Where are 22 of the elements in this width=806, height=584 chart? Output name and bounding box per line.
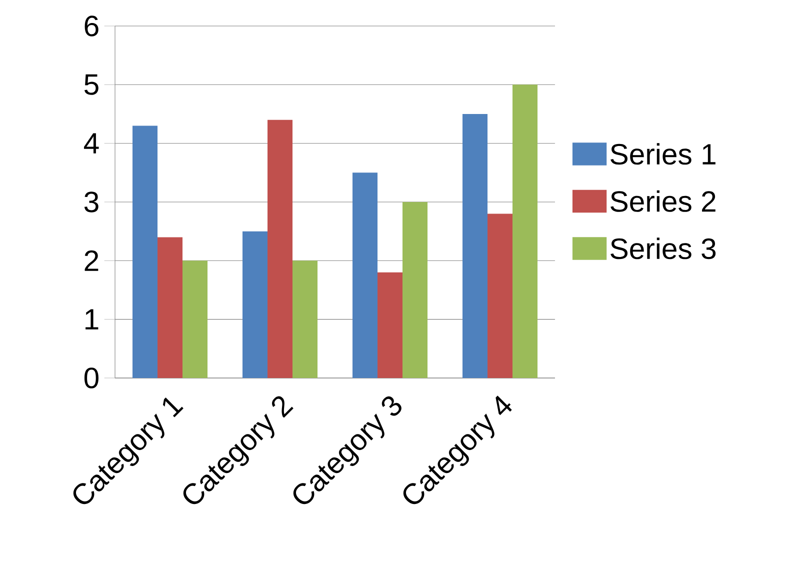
legend-label: Series 2 bbox=[610, 190, 716, 212]
y-tick-label: 0 bbox=[84, 368, 98, 388]
bar bbox=[268, 120, 293, 378]
bar bbox=[242, 231, 268, 378]
y-tick-label: 5 bbox=[84, 74, 98, 95]
bar bbox=[182, 260, 208, 378]
legend-label: Series 3 bbox=[610, 238, 716, 260]
legend-label: Series 1 bbox=[610, 143, 716, 165]
y-tick-label: 6 bbox=[84, 16, 98, 36]
bar bbox=[352, 172, 378, 378]
y-tick-label: 1 bbox=[86, 309, 98, 330]
y-tick-label: 3 bbox=[84, 192, 98, 212]
bar bbox=[132, 126, 158, 378]
bar bbox=[402, 202, 428, 378]
bar bbox=[488, 214, 512, 378]
bar bbox=[292, 260, 318, 378]
bar bbox=[462, 114, 488, 378]
bar bbox=[512, 84, 538, 378]
y-tick-label: 4 bbox=[84, 133, 99, 154]
bar bbox=[378, 272, 403, 378]
y-tick-label: 2 bbox=[84, 250, 98, 271]
bar bbox=[158, 237, 183, 378]
